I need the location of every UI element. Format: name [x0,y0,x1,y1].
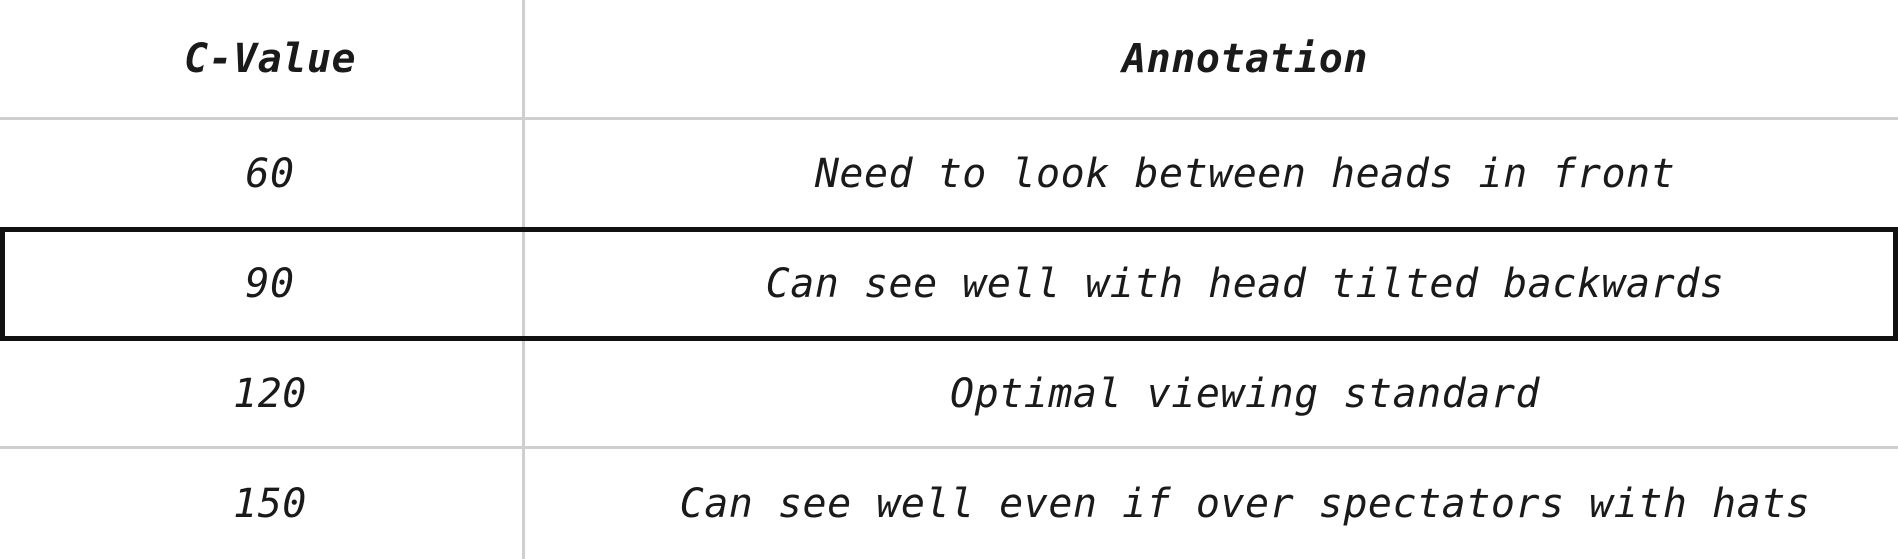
c-value-cell: 150 [233,481,307,527]
table-header-row: C-Value Annotation [0,0,1898,118]
column-divider [522,0,525,559]
c-value-cell: 60 [245,150,295,197]
column-header-c-value: C-Value [183,36,357,82]
table-row: 150 Can see well even if over spectators… [0,449,1898,559]
table-row-highlighted: 90 Can see well with head tilted backwar… [0,227,1898,341]
annotation-cell: Need to look between heads in front [814,150,1676,197]
annotation-cell: Can see well even if over spectators wit… [679,481,1811,527]
annotation-cell: Optimal viewing standard [950,371,1540,417]
c-value-cell: 120 [233,371,307,417]
table-row: 60 Need to look between heads in front [0,120,1898,227]
table-row: 120 Optimal viewing standard [0,341,1898,447]
annotation-cell: Can see well with head tilted backwards [765,261,1725,307]
row-divider [0,446,1898,449]
header-divider [0,117,1898,120]
c-value-cell: 90 [245,261,295,307]
column-header-annotation: Annotation [1122,36,1368,82]
